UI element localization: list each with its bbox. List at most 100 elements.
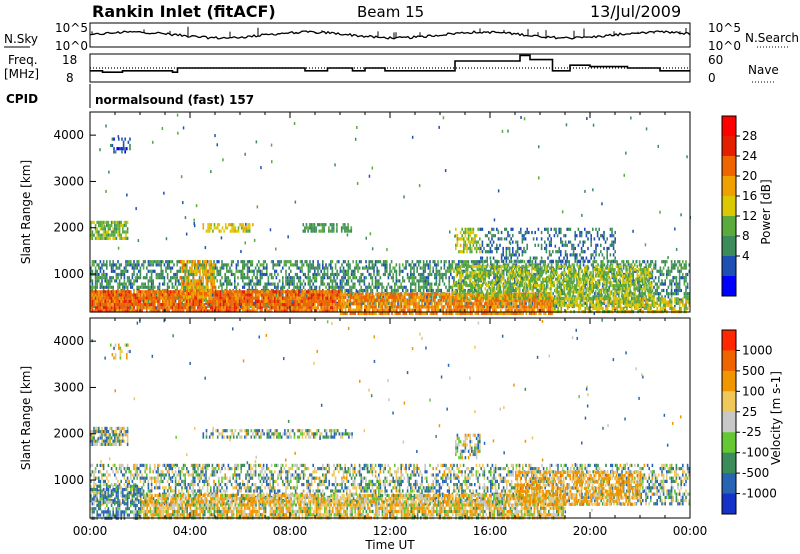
- heatmap-cell: [323, 276, 326, 280]
- heatmap-cell: [394, 311, 396, 315]
- heatmap-cell: [331, 269, 334, 273]
- heatmap-cell: [411, 266, 414, 270]
- heatmap-cell: [496, 282, 498, 286]
- heatmap-cell: [296, 282, 298, 286]
- heatmap-cell: [330, 263, 332, 267]
- heatmap-cell: [434, 305, 436, 309]
- heatmap-cell: [419, 279, 422, 283]
- heatmap-cell: [363, 282, 366, 286]
- heatmap-cell: [492, 308, 494, 312]
- heatmap-cell: [347, 260, 350, 264]
- heatmap-cell: [229, 290, 231, 294]
- heatmap-cell: [354, 299, 356, 303]
- heatmap-cell: [333, 290, 335, 294]
- heatmap-cell: [530, 263, 532, 267]
- heatmap-cell: [133, 299, 135, 303]
- heatmap-cell: [158, 303, 161, 307]
- heatmap-cell: [99, 269, 102, 273]
- heatmap-cell: [362, 272, 364, 277]
- heatmap-cell: [168, 266, 170, 270]
- heatmap-cell: [592, 301, 594, 305]
- heatmap-cell: [532, 305, 534, 309]
- heatmap-cell: [533, 282, 535, 286]
- heatmap-cell: [293, 296, 295, 300]
- heatmap-cell: [160, 263, 162, 267]
- heatmap-cell: [490, 282, 492, 286]
- heatmap-cell: [171, 282, 174, 286]
- heatmap-cell: [230, 282, 233, 286]
- heatmap-cell: [301, 282, 303, 286]
- heatmap-cell: [323, 269, 326, 273]
- heatmap-cell: [432, 299, 435, 303]
- heatmap-cell: [408, 299, 411, 303]
- heatmap-cell: [667, 292, 670, 296]
- heatmap-cell: [341, 299, 344, 303]
- heatmap-cell: [133, 293, 135, 297]
- heatmap-cell: [90, 303, 92, 307]
- heatmap-cell: [157, 285, 159, 289]
- heatmap-cell: [368, 263, 370, 267]
- heatmap-cell: [664, 282, 666, 286]
- heatmap-cell: [511, 299, 513, 303]
- heatmap-cell: [469, 279, 471, 283]
- heatmap-cell: [138, 296, 140, 300]
- heatmap-cell: [688, 269, 690, 273]
- heatmap-cell: [325, 303, 327, 307]
- heatmap-cell: [506, 292, 508, 296]
- heatmap-cell: [445, 295, 448, 299]
- heatmap-cell: [348, 299, 350, 303]
- heatmap-cell: [548, 299, 550, 303]
- heatmap-cell: [491, 263, 494, 267]
- heatmap-cell: [565, 301, 567, 305]
- heatmap-cell: [120, 290, 122, 294]
- heatmap-cell: [162, 290, 164, 294]
- heatmap-cell: [498, 279, 500, 283]
- heatmap-cell: [496, 305, 499, 309]
- heatmap-cell: [221, 285, 223, 289]
- heatmap-cell: [267, 296, 270, 300]
- heatmap-cell: [398, 272, 401, 277]
- heatmap-cell: [621, 260, 623, 264]
- heatmap-cell: [528, 308, 531, 312]
- heatmap-cell: [346, 288, 348, 293]
- nave-tick-high: 60: [708, 53, 723, 67]
- heatmap-cell: [606, 260, 609, 264]
- heatmap-cell: [685, 272, 687, 277]
- heatmap-cell: [563, 279, 566, 283]
- heatmap-cell: [378, 308, 380, 312]
- heatmap-cell: [678, 260, 681, 264]
- heatmap-cell: [434, 263, 436, 267]
- heatmap-cell: [189, 299, 191, 303]
- heatmap-cell: [338, 296, 340, 300]
- heatmap-cell: [152, 260, 154, 264]
- heatmap-cell: [370, 288, 372, 293]
- heatmap-cell: [389, 285, 391, 289]
- heatmap-cell: [139, 296, 142, 300]
- heatmap-cell: [458, 260, 460, 264]
- heatmap-cell: [355, 276, 358, 280]
- heatmap-cell: [670, 295, 673, 299]
- heatmap-cell: [402, 263, 404, 267]
- heatmap-cell: [520, 311, 523, 315]
- heatmap-cell: [232, 299, 234, 303]
- heatmap-cell: [158, 260, 161, 264]
- heatmap-cell: [91, 263, 94, 267]
- heatmap-cell: [237, 306, 239, 310]
- heatmap-cell: [415, 295, 417, 299]
- heatmap-cell: [160, 293, 162, 297]
- heatmap-cell: [549, 305, 552, 309]
- heatmap-cell: [494, 272, 497, 277]
- heatmap-cell: [250, 290, 252, 294]
- heatmap-cell: [397, 295, 400, 299]
- heatmap-cell: [258, 293, 260, 297]
- heatmap-cell: [514, 279, 516, 283]
- heatmap-cell: [168, 296, 170, 300]
- heatmap-cell: [478, 292, 481, 296]
- heatmap-cell: [152, 279, 154, 283]
- heatmap-cell: [307, 269, 310, 273]
- heatmap-cell: [150, 263, 153, 267]
- heatmap-cell: [320, 303, 322, 307]
- heatmap-cell: [275, 309, 278, 313]
- heatmap-cell: [243, 309, 246, 313]
- heatmap-cell: [130, 299, 132, 303]
